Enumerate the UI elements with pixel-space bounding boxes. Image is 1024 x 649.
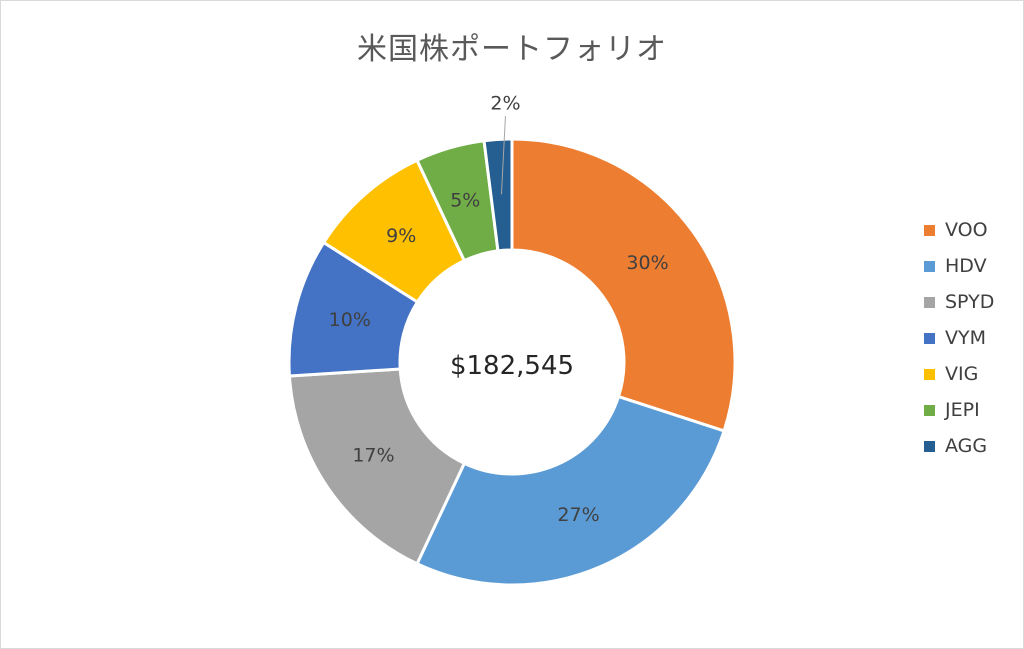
legend-label: SPYD [945, 291, 995, 313]
slice-agg [482, 137, 514, 253]
data-label-spyd: 17% [352, 445, 394, 467]
data-label-hdv: 27% [557, 504, 599, 526]
legend-item-agg: AGG [924, 428, 994, 464]
legend-swatch [924, 404, 935, 416]
legend-item-vym: VYM [924, 320, 994, 356]
legend-swatch [924, 260, 935, 272]
data-label-jepi: 5% [450, 190, 480, 212]
legend-swatch [924, 296, 935, 308]
data-label-vig: 9% [386, 225, 416, 247]
legend-label: AGG [945, 435, 988, 457]
data-label-vym: 10% [329, 309, 371, 331]
data-label-agg: 2% [490, 93, 520, 115]
legend-swatch [924, 332, 935, 344]
legend-swatch [924, 224, 935, 236]
data-label-voo: 30% [626, 252, 668, 274]
legend-item-vig: VIG [924, 356, 994, 392]
legend-swatch [924, 368, 935, 380]
legend-item-jepi: JEPI [924, 392, 994, 428]
slice-spyd [287, 367, 467, 566]
legend-item-hdv: HDV [924, 248, 994, 284]
chart-title: 米国株ポートフォリオ [357, 32, 667, 67]
legend-label: VOO [945, 219, 988, 241]
legend-item-voo: VOO [924, 212, 994, 248]
center-total-label: $182,545 [450, 351, 574, 381]
slice-hdv [415, 394, 726, 587]
legend-label: HDV [945, 255, 987, 277]
legend-label: JEPI [945, 399, 980, 421]
legend-item-spyd: SPYD [924, 284, 994, 320]
legend: VOO HDV SPYD VYM VIG JEPI AGG [924, 212, 994, 464]
legend-swatch [924, 440, 935, 452]
legend-label: VIG [945, 363, 979, 385]
leader-line-agg [500, 115, 506, 195]
legend-label: VYM [945, 327, 986, 349]
slice-voo [510, 137, 737, 433]
